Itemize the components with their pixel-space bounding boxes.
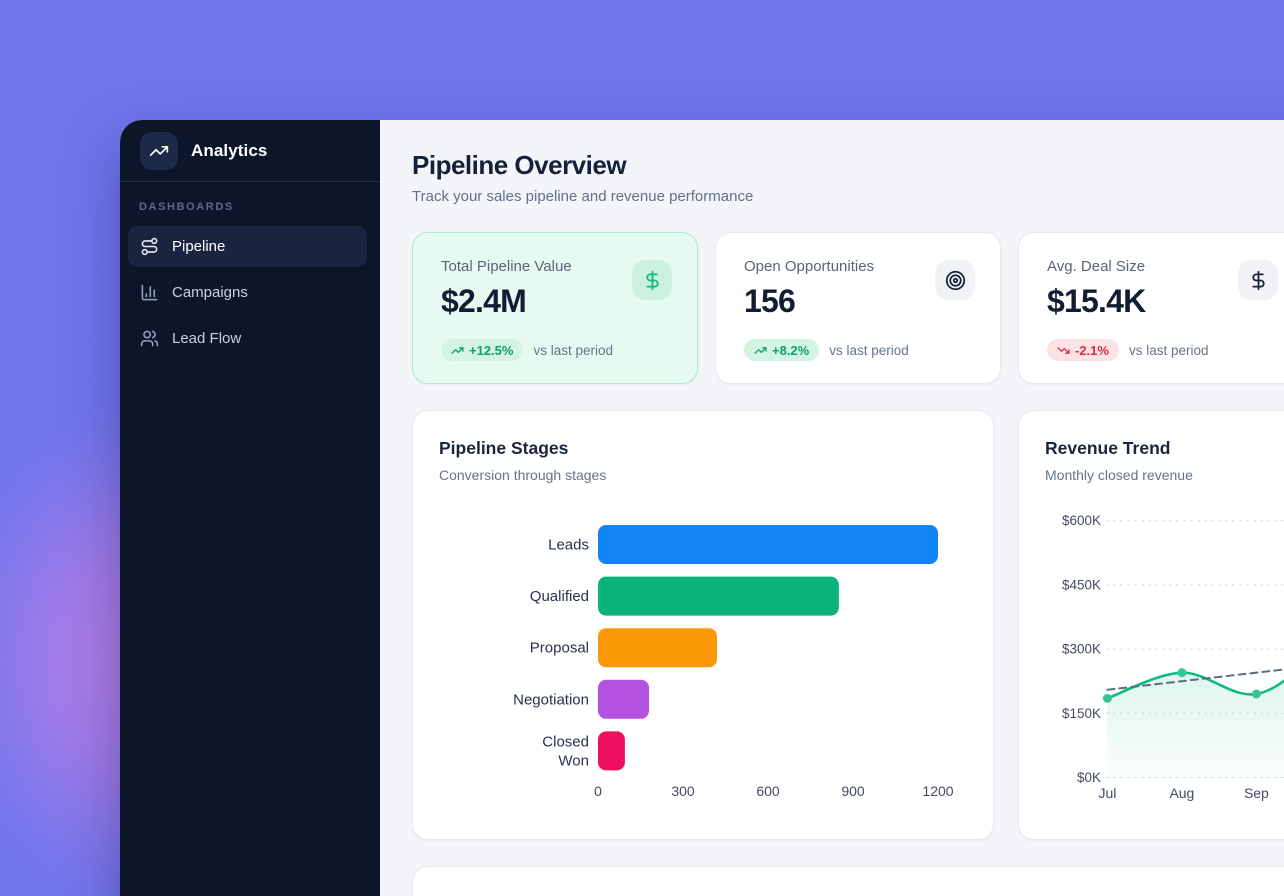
kpi-value: 156 [744,283,796,319]
trending-down-icon [1057,346,1070,354]
sidebar-item-lead-flow[interactable]: Lead Flow [128,318,367,359]
chart-title: Pipeline Stages [439,438,569,458]
dollar-sign-icon [1251,270,1265,290]
delta-badge: +12.5% [441,339,524,361]
page-subtitle: Track your sales pipeline and revenue pe… [412,188,754,205]
chart-subtitle: Conversion through stages [439,467,607,483]
trending-up-icon [451,346,464,354]
svg-text:$0K: $0K [1077,770,1101,785]
kpi-icon-box [632,260,672,300]
sidebar-item-label: Pipeline [172,238,226,255]
sidebar-item-label: Lead Flow [172,330,242,347]
kpi-label: Open Opportunities [744,258,875,275]
svg-text:Qualified: Qualified [530,588,589,605]
kpi-icon-box [1238,260,1278,300]
target-icon [945,270,965,290]
svg-text:1200: 1200 [922,783,953,799]
pipeline-stages-card: Pipeline Stages Conversion through stage… [412,410,994,840]
chart-title: Revenue Trend [1045,438,1171,458]
svg-text:Jul: Jul [1098,785,1116,801]
users-icon [140,330,159,347]
kpi-row: Total Pipeline Value $2.4M +12.5% vs last p… [412,232,1284,384]
kpi-card-2: Avg. Deal Size $15.4K -2.1% vs last period [1018,232,1284,384]
kpi-foot: +12.5% vs last period [441,339,669,361]
svg-text:$450K: $450K [1062,577,1101,592]
kpi-card-0: Total Pipeline Value $2.4M +12.5% vs last p… [412,232,698,384]
kpi-value: $15.4K [1047,283,1146,319]
svg-text:300: 300 [671,783,695,799]
charts-row: Pipeline Stages Conversion through stage… [412,410,1284,840]
analytics-logo [140,131,178,170]
svg-text:Negotiation: Negotiation [513,691,589,708]
delta-value: +8.2% [772,342,810,358]
bar-chart-icon [141,284,158,301]
sidebar-header: Analytics [120,120,380,182]
trending-up-icon [754,346,767,354]
kpi-foot: +8.2% vs last period [744,339,972,361]
svg-text:$300K: $300K [1062,642,1101,657]
nav-section-label: DASHBOARDS [139,201,234,213]
svg-text:Proposal: Proposal [530,640,589,657]
svg-text:0: 0 [594,783,602,799]
svg-text:$600K: $600K [1062,513,1101,528]
kpi-value: $2.4M [441,283,527,319]
kpi-label: Total Pipeline Value [441,258,572,275]
kpi-note: vs last period [1128,342,1209,358]
pipeline-stages-bar-chart: Leads Qualified Proposal Negotiation Closed W… [513,525,954,799]
nav-items: Pipeline Campaigns Lead Flow [128,226,367,359]
app-window: Analytics DASHBOARDS Pipeline Campaigns Le… [120,120,1284,896]
delta-value: +12.5% [469,342,514,358]
kpi-label: Avg. Deal Size [1047,258,1146,275]
svg-text:Leads: Leads [548,537,589,554]
kpi-icon-box [935,260,975,300]
kpi-foot: -2.1% vs last period [1047,339,1275,361]
main-content: Pipeline Overview Track your sales pipel… [380,120,1284,896]
delta-badge: +8.2% [744,339,820,361]
partial-bottom-card [412,866,1284,896]
sidebar-item-label: Campaigns [172,284,248,301]
svg-text:900: 900 [841,783,865,799]
page-title: Pipeline Overview [412,150,627,180]
svg-text:$150K: $150K [1062,706,1101,721]
sidebar-item-pipeline[interactable]: Pipeline [128,226,367,267]
sidebar-item-campaigns[interactable]: Campaigns [128,272,367,313]
brand-title: Analytics [191,140,268,160]
kpi-note: vs last period [533,342,613,358]
delta-value: -2.1% [1075,342,1109,358]
svg-text:600: 600 [756,783,780,799]
svg-text:Aug: Aug [1169,785,1194,801]
kpi-note: vs last period [829,342,909,358]
chart-subtitle: Monthly closed revenue [1045,467,1193,483]
kpi-card-1: Open Opportunities 156 +8.2% vs last period [715,232,1001,384]
svg-text:Sep: Sep [1244,785,1269,801]
sidebar: Analytics DASHBOARDS Pipeline Campaigns Le… [120,120,380,896]
svg-text:Closed: Closed [542,733,589,750]
svg-text:Won: Won [558,752,589,769]
sidebar-nav: DASHBOARDS Pipeline Campaigns Lead Flow [120,182,380,364]
delta-badge: -2.1% [1047,339,1119,361]
revenue-trend-card: Revenue Trend Monthly closed revenue $0K… [1018,410,1284,840]
trending-up-icon [149,145,169,156]
revenue-trend-line-chart: $0K$150K$300K$450K$600KJulAugSepOctNovDe… [1062,513,1284,801]
dollar-sign-icon [645,270,659,290]
route-icon [141,237,158,256]
